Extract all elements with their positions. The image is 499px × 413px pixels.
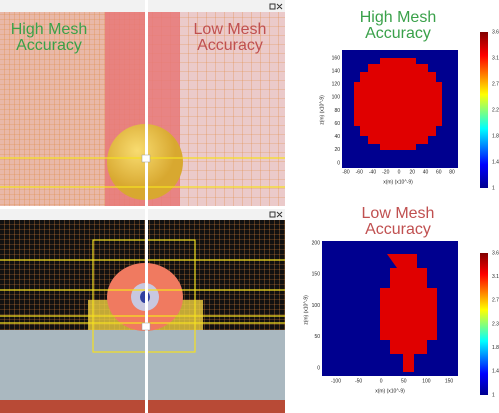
x-tick-label: -80 — [342, 169, 349, 175]
page: -80-60-40-200204060800204060801001201401… — [0, 0, 499, 413]
colorbar-label: 3.6 — [492, 250, 499, 256]
toolbar — [0, 0, 285, 12]
x-axis-label: x(m) (x10^-9) — [375, 388, 405, 394]
base — [0, 400, 285, 413]
x-tick-label: 50 — [401, 378, 407, 384]
x-tick-label: -60 — [356, 169, 363, 175]
colorbar-label: 3.1 — [492, 55, 499, 61]
label-low: Low Mesh Accuracy — [180, 22, 280, 54]
x-tick-label: 150 — [445, 378, 454, 384]
colorbar — [480, 253, 488, 395]
y-tick-label: 160 — [332, 55, 341, 61]
colorbar-label: 1.4 — [492, 369, 499, 375]
y-tick-label: 80 — [334, 108, 340, 114]
label-high: High Mesh Accuracy — [4, 22, 94, 54]
toolbar — [0, 209, 285, 220]
y-tick-label: 40 — [334, 134, 340, 140]
heatmap-top — [342, 32, 488, 188]
colorbar-label: 1 — [492, 392, 495, 398]
plot-title: High Mesh Accuracy — [338, 10, 458, 42]
viewer-bottom — [0, 209, 285, 413]
y-axis-label: z(m) (x10^-9) — [319, 95, 325, 125]
y-tick-label: 0 — [317, 365, 320, 371]
x-axis-label: x(m) (x10^-9) — [383, 179, 413, 185]
y-tick-label: 140 — [332, 68, 341, 74]
x-tick-label: -20 — [382, 169, 389, 175]
y-tick-label: 150 — [312, 272, 321, 278]
y-tick-label: 100 — [312, 303, 321, 309]
x-tick-label: -40 — [369, 169, 376, 175]
divider[interactable] — [145, 209, 148, 413]
x-tick-label: -50 — [355, 378, 362, 384]
x-tick-label: 100 — [422, 378, 431, 384]
x-tick-label: 40 — [423, 169, 429, 175]
y-tick-label: 60 — [334, 121, 340, 127]
colorbar-label: 1.8 — [492, 345, 499, 351]
colorbar-label: 2.3 — [492, 321, 499, 327]
substrate — [0, 330, 285, 400]
x-tick-label: 60 — [436, 169, 442, 175]
divider-handle[interactable] — [142, 155, 150, 162]
divider[interactable] — [145, 0, 148, 206]
colorbar-label: 2.7 — [492, 298, 499, 304]
colorbar-label: 1 — [492, 185, 495, 191]
colorbar-label: 3.6 — [492, 29, 499, 35]
y-tick-label: 100 — [332, 95, 341, 101]
y-tick-label: 200 — [312, 240, 321, 246]
x-tick-label: -100 — [331, 378, 341, 384]
x-tick-label: 80 — [449, 169, 455, 175]
y-tick-label: 0 — [337, 160, 340, 166]
colorbar-label: 1.4 — [492, 159, 499, 165]
colorbar-label: 3.1 — [492, 274, 499, 280]
plot-title: Low Mesh Accuracy — [338, 206, 458, 238]
y-tick-label: 120 — [332, 82, 341, 88]
x-tick-label: 20 — [409, 169, 415, 175]
colorbar-label: 1.8 — [492, 133, 499, 139]
y-tick-label: 50 — [314, 334, 320, 340]
colorbar-label: 2.2 — [492, 107, 499, 113]
colorbar-label: 2.7 — [492, 81, 499, 87]
y-axis-label: z(m) (x10^-9) — [303, 295, 309, 325]
heatmap-bottom — [322, 241, 488, 395]
x-tick-label: 0 — [398, 169, 401, 175]
y-tick-label: 20 — [334, 147, 340, 153]
colorbar — [480, 32, 488, 188]
divider-handle[interactable] — [142, 323, 150, 330]
x-tick-label: 0 — [380, 378, 383, 384]
